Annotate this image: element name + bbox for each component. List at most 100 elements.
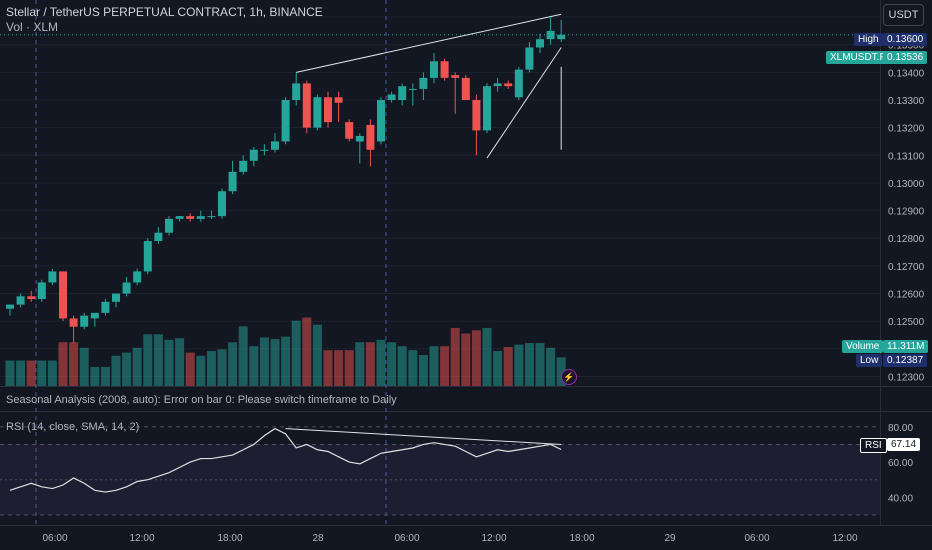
time-axis-label: 28	[312, 533, 324, 544]
price-axis-label: 0.12900	[888, 207, 925, 218]
candle-body	[483, 86, 491, 131]
rsi-indicator-label[interactable]: RSI (14, close, SMA, 14, 2)	[6, 421, 140, 433]
volume-bar	[556, 357, 566, 386]
volume-bar	[302, 317, 312, 386]
volume-bar	[281, 336, 291, 386]
volume-bar	[270, 339, 280, 386]
volume-bar	[376, 339, 386, 386]
volume-indicator-label[interactable]: Vol · XLM	[6, 20, 59, 34]
volume-bar	[450, 327, 460, 386]
volume-bar	[397, 346, 407, 386]
low-label-tag: Low	[856, 354, 883, 367]
lightning-icon[interactable]: ⚡	[561, 369, 577, 385]
volume-bar	[493, 350, 503, 386]
volume-bar	[122, 352, 132, 386]
volume-bar	[471, 330, 481, 386]
high-label-tag: High	[854, 33, 883, 46]
volume-bar	[291, 320, 301, 386]
candle-body	[281, 100, 290, 142]
volume-value-tag: 11.311M	[883, 340, 929, 353]
volume-bar	[387, 342, 397, 386]
volume-bar	[37, 360, 47, 386]
candle-body	[228, 171, 237, 192]
last-price-tag: 0.13536	[883, 51, 928, 64]
candle-body	[175, 216, 184, 219]
price-axis-label: 0.12500	[888, 317, 925, 328]
candle-body	[334, 97, 343, 103]
candle-body	[48, 271, 57, 283]
candle-body	[249, 149, 258, 161]
candle-body	[112, 293, 120, 302]
price-axis-label: 0.13200	[888, 124, 925, 135]
candle-body	[207, 216, 216, 218]
candle-body	[143, 241, 152, 272]
rsi-axis-label: 80.00	[888, 423, 913, 434]
candle-body	[186, 216, 195, 219]
volume-bar	[196, 355, 206, 386]
candle-body	[493, 83, 502, 87]
candle-body	[6, 304, 14, 309]
candle-body	[239, 160, 248, 172]
candle-body	[377, 100, 385, 142]
price-axis-label: 0.12600	[888, 290, 925, 301]
symbol-title: Stellar / TetherUS PERPETUAL CONTRACT, 1…	[6, 5, 323, 19]
candle-body	[461, 77, 470, 100]
volume-bar	[132, 347, 142, 386]
candle-body	[292, 83, 301, 100]
volume-bar	[344, 350, 354, 386]
candle-body	[313, 97, 322, 128]
candle-body	[557, 34, 566, 40]
candle-body	[218, 191, 226, 217]
price-axis-label: 0.13500	[888, 41, 925, 52]
trendline	[486, 47, 562, 159]
candle-body	[154, 232, 163, 241]
volume-bar	[461, 333, 471, 386]
candle-body	[90, 312, 99, 319]
volume-bar	[69, 342, 79, 386]
candle-body	[525, 47, 534, 70]
rsi-trendline	[285, 428, 562, 445]
candle-body	[366, 124, 375, 150]
volume-bar	[482, 327, 492, 386]
candle-body	[430, 61, 438, 78]
candle-body	[355, 135, 364, 142]
rsi-label-tag: RSI	[860, 438, 887, 453]
candle-body	[196, 216, 205, 219]
candle-body	[37, 282, 46, 300]
candle-body	[419, 77, 428, 89]
candle-body	[165, 218, 173, 233]
candle-body	[546, 30, 555, 40]
price-axis-label: 0.13300	[888, 96, 925, 107]
volume-bar	[418, 354, 428, 386]
candle-body	[536, 39, 544, 48]
candle-body	[398, 86, 407, 100]
rsi-axis-label: 40.00	[888, 493, 913, 504]
candle-body	[514, 69, 523, 98]
volume-bar	[546, 347, 556, 386]
currency-button[interactable]: USDT	[883, 4, 924, 26]
volume-label-tag: Volume	[842, 340, 884, 353]
price-axis-label: 0.12700	[888, 262, 925, 273]
time-axis-label: 18:00	[569, 533, 594, 544]
candle-body	[16, 296, 25, 305]
volume-bar	[111, 355, 121, 386]
high-value-tag: 0.13600	[883, 33, 928, 46]
volume-bar	[408, 350, 418, 386]
symbol-price-tag: XLMUSDT.P	[826, 51, 891, 64]
candle-body	[451, 75, 460, 78]
time-axis-label: 29	[664, 533, 676, 544]
seasonal-analysis-label[interactable]: Seasonal Analysis (2008, auto): Error on…	[6, 394, 397, 406]
volume-bar	[228, 342, 238, 386]
time-axis-label: 06:00	[744, 533, 769, 544]
volume-bar	[175, 338, 185, 386]
volume-bar	[164, 339, 174, 386]
volume-bar	[238, 326, 248, 386]
volume-bar	[206, 350, 216, 386]
candle-body	[260, 149, 269, 151]
candle-body	[101, 301, 110, 313]
candle-body	[324, 97, 332, 123]
candle-body	[133, 271, 142, 283]
volume-bar	[90, 366, 100, 386]
price-axis-label: 0.13000	[888, 179, 925, 190]
